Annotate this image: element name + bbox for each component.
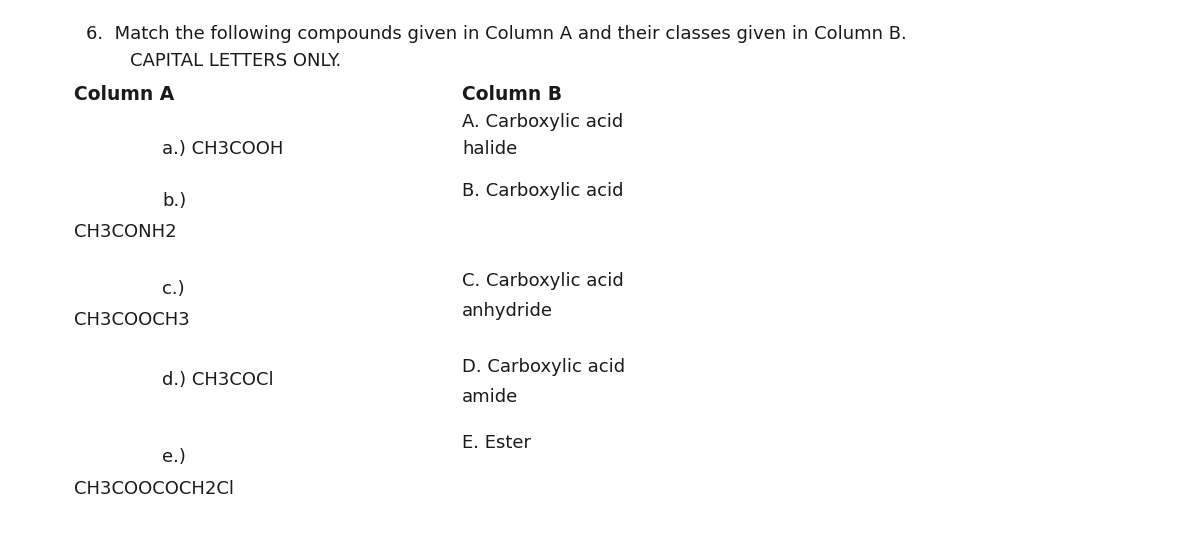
- Text: e.): e.): [162, 448, 186, 466]
- Text: E. Ester: E. Ester: [462, 434, 530, 453]
- Text: d.) CH3COCl: d.) CH3COCl: [162, 371, 274, 389]
- Text: c.): c.): [162, 280, 185, 299]
- Text: C. Carboxylic acid: C. Carboxylic acid: [462, 272, 624, 290]
- Text: 6.  Match the following compounds given in Column A and their classes given in C: 6. Match the following compounds given i…: [86, 25, 907, 43]
- Text: CH3CONH2: CH3CONH2: [74, 223, 178, 241]
- Text: Column A: Column A: [74, 85, 175, 104]
- Text: CH3COOCOCH2Cl: CH3COOCOCH2Cl: [74, 480, 234, 498]
- Text: anhydride: anhydride: [462, 302, 553, 321]
- Text: Column B: Column B: [462, 85, 562, 104]
- Text: a.) CH3COOH: a.) CH3COOH: [162, 140, 283, 158]
- Text: CAPITAL LETTERS ONLY.: CAPITAL LETTERS ONLY.: [130, 52, 341, 70]
- Text: b.): b.): [162, 192, 186, 211]
- Text: amide: amide: [462, 388, 518, 406]
- Text: B. Carboxylic acid: B. Carboxylic acid: [462, 182, 624, 200]
- Text: CH3COOCH3: CH3COOCH3: [74, 311, 190, 329]
- Text: D. Carboxylic acid: D. Carboxylic acid: [462, 358, 625, 376]
- Text: A. Carboxylic acid: A. Carboxylic acid: [462, 113, 623, 131]
- Text: halide: halide: [462, 140, 517, 158]
